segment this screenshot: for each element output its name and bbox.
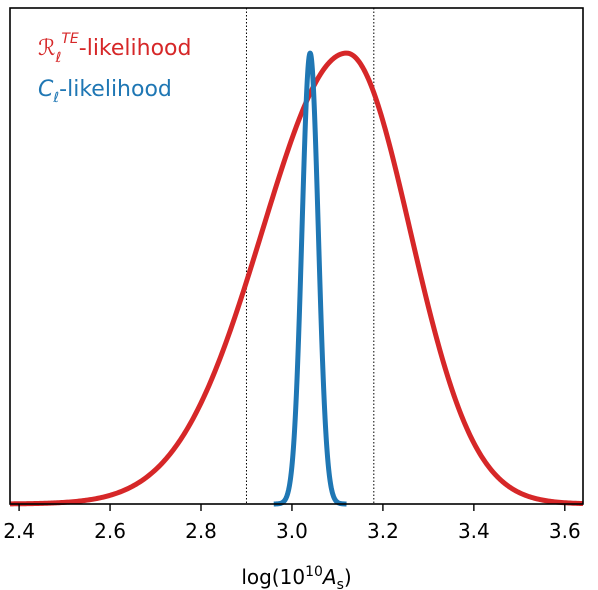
x-tick-label: 2.8 [185, 519, 217, 543]
reference-lines [245, 8, 375, 504]
x-tick-label: 3.6 [549, 519, 581, 543]
x-axis-label: log(1010As) [241, 564, 351, 590]
legend-entry-blue: Cℓ-likelihood [38, 77, 172, 106]
x-tick-label: 3.0 [276, 519, 308, 543]
x-tick-label: 3.2 [367, 519, 399, 543]
x-tick-label: 3.4 [458, 519, 490, 543]
legend: ℛℓTE-likelihood Cℓ-likelihood [38, 31, 191, 106]
series-line-cl-likelihood [271, 50, 349, 507]
series-line-rte-likelihood [8, 50, 585, 507]
plot-frame [9, 7, 584, 505]
x-tick-label: 2.4 [3, 519, 35, 543]
x-axis-ticks: 2.4 2.6 2.8 3.0 3.2 3.4 3.6 [3, 504, 581, 543]
legend-entry-red: ℛℓTE-likelihood [38, 31, 191, 66]
x-tick-label: 2.6 [94, 519, 126, 543]
series-group [8, 50, 585, 507]
